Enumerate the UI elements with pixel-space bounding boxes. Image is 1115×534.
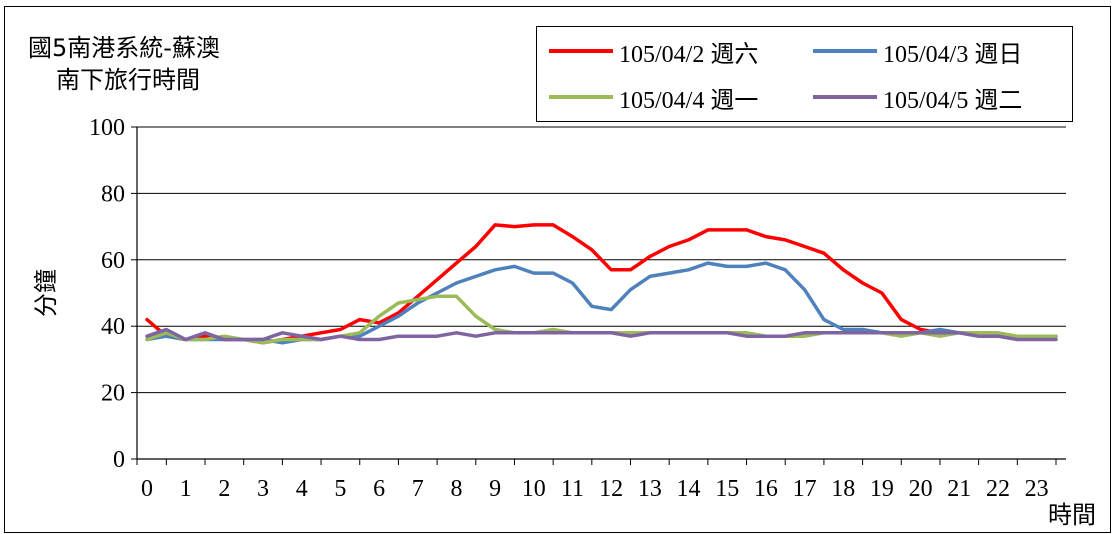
legend-item-1: 105/04/2 週六 [549,36,759,68]
legend-label-2: 105/04/3 週日 [883,41,1023,68]
x-tick-label-9: 9 [489,476,501,502]
y-tick-label-60: 60 [101,248,125,274]
y-tick-label-80: 80 [101,181,125,207]
x-tick-label-11: 11 [561,476,584,502]
x-tick-label-14: 14 [677,476,701,502]
x-tick-label-8: 8 [450,476,462,502]
x-tick-label-3: 3 [257,476,269,502]
x-tick-label-13: 13 [638,476,662,502]
x-tick-label-12: 12 [599,476,623,502]
series-line-4 [145,327,1058,342]
series-line-3 [145,294,1058,345]
y-axis-label: 分鐘 [32,269,60,317]
legend-swatch-2 [813,49,877,53]
x-tick-label-10: 10 [522,476,546,502]
legend-item-2: 105/04/3 週日 [813,36,1023,68]
x-tick-label-18: 18 [831,476,855,502]
x-tick-label-17: 17 [793,476,817,502]
chart-frame [4,6,1111,533]
chart-title-line2: 南下旅行時間 [56,66,200,94]
x-tick-label-15: 15 [715,476,739,502]
x-tick-label-7: 7 [412,476,424,502]
x-tick-label-0: 0 [141,476,153,502]
legend-label-1: 105/04/2 週六 [619,41,759,68]
x-tick-label-21: 21 [947,476,971,502]
x-tick-label-5: 5 [334,476,346,502]
x-tick-label-22: 22 [986,476,1010,502]
x-tick-label-16: 16 [754,476,778,502]
series-line-1 [145,223,1058,345]
x-axis-label: 時間 [1048,501,1096,529]
x-tick-label-20: 20 [909,476,933,502]
y-tick-label-100: 100 [89,115,125,141]
x-tick-label-6: 6 [373,476,385,502]
legend-swatch-3 [549,95,613,99]
y-tick-label-40: 40 [101,314,125,340]
x-tick-label-4: 4 [296,476,308,502]
legend-swatch-4 [813,95,877,99]
chart-title-line1: 國5南港系統-蘇澳 [28,34,220,62]
legend-label-3: 105/04/4 週一 [619,87,759,114]
y-tick-label-20: 20 [101,381,125,407]
x-tick-label-23: 23 [1025,476,1049,502]
legend-label-4: 105/04/5 週二 [883,87,1023,114]
legend: 105/04/2 週六 105/04/3 週日 105/04/4 週一 105/… [536,26,1073,122]
x-tick-label-1: 1 [180,476,192,502]
legend-item-3: 105/04/4 週一 [549,82,759,114]
x-tick-label-19: 19 [870,476,894,502]
y-tick-label-0: 0 [113,447,125,473]
x-tick-label-2: 2 [218,476,230,502]
legend-swatch-1 [549,49,613,53]
legend-item-4: 105/04/5 週二 [813,82,1023,114]
